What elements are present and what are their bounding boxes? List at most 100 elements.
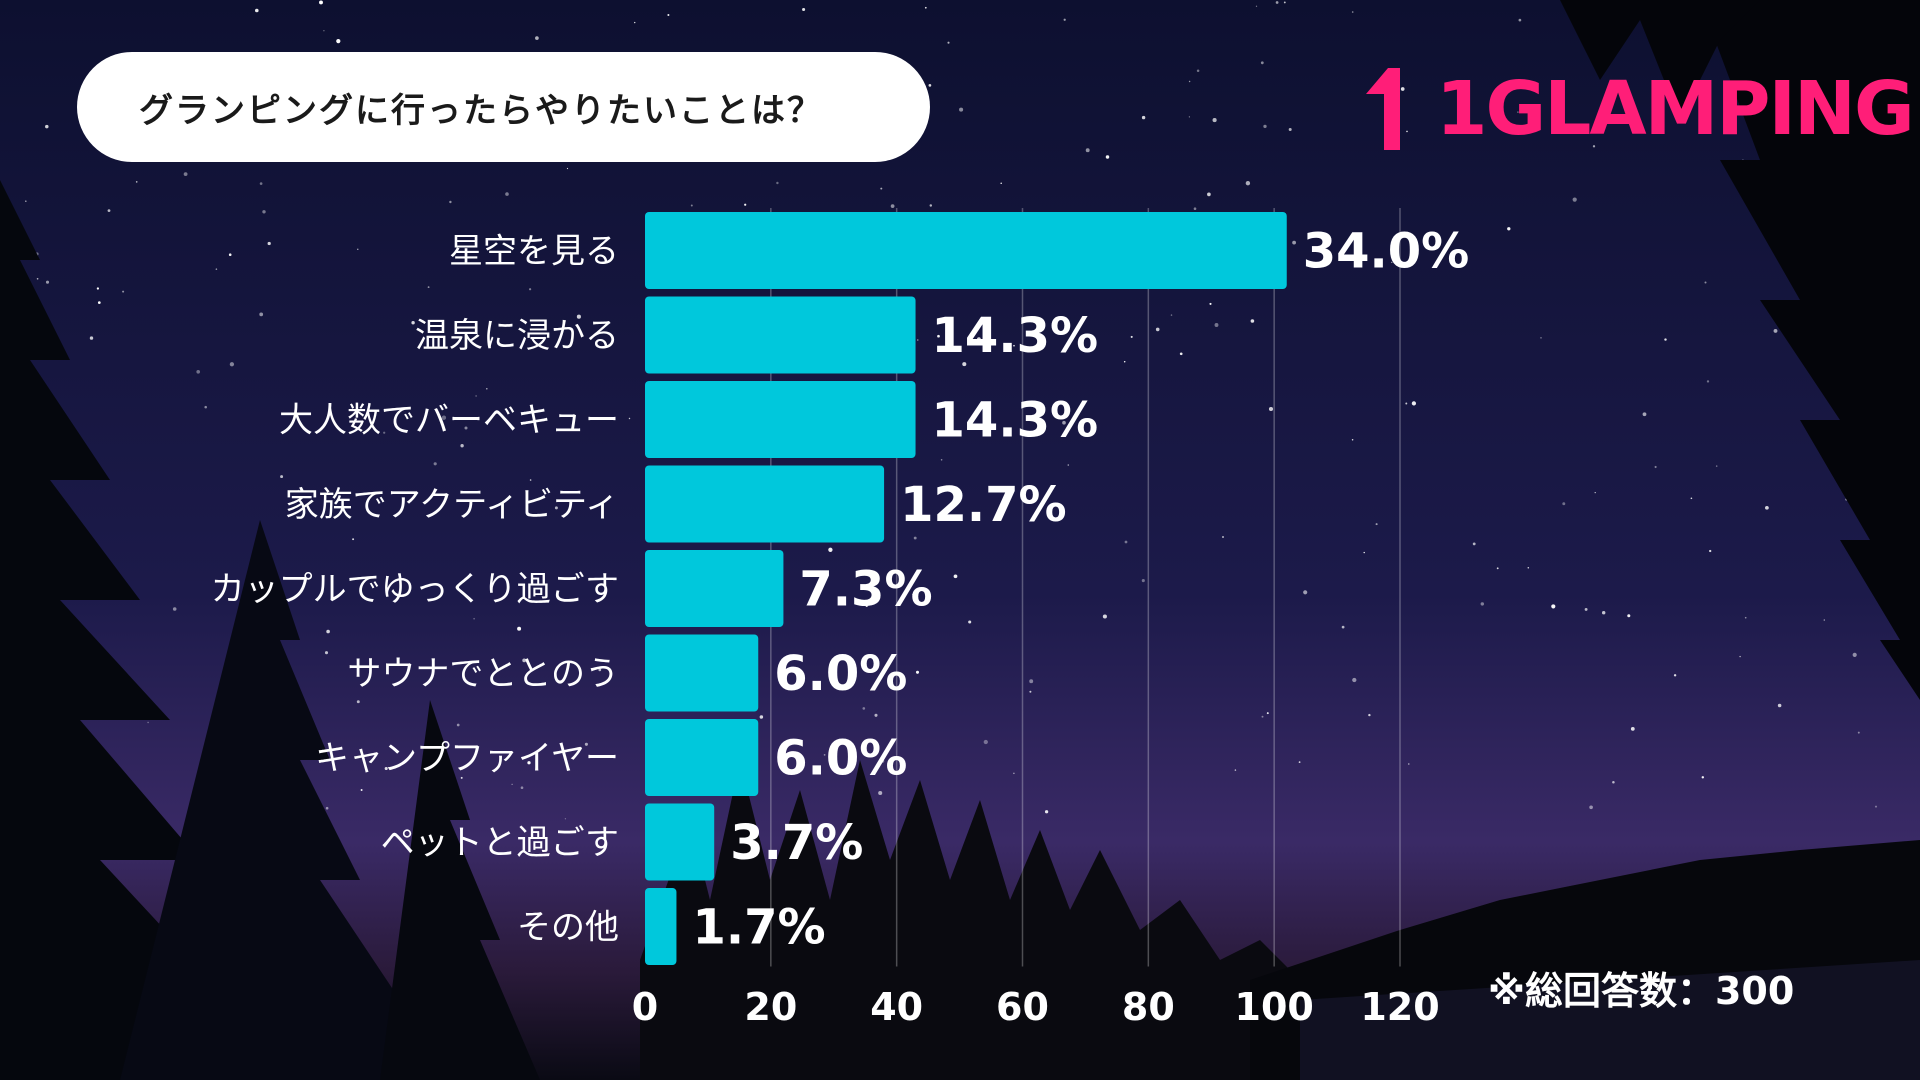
- star: [1102, 614, 1107, 619]
- star: [628, 417, 631, 420]
- star: [823, 754, 826, 756]
- star: [821, 572, 826, 577]
- star: [324, 651, 329, 655]
- x-tick-label: 20: [744, 985, 797, 1029]
- star: [828, 547, 833, 552]
- star: [97, 301, 101, 304]
- star: [1704, 281, 1707, 284]
- star: [959, 107, 964, 112]
- category-label: 家族でアクティビティ: [285, 485, 619, 525]
- star: [1130, 335, 1133, 338]
- star: [913, 536, 917, 540]
- star: [1823, 619, 1826, 621]
- star: [456, 723, 460, 727]
- star: [280, 475, 284, 479]
- star: [384, 766, 388, 771]
- star: [1690, 497, 1693, 500]
- star: [1188, 80, 1191, 83]
- star: [433, 462, 437, 466]
- star: [1062, 420, 1066, 425]
- star: [1857, 731, 1860, 734]
- value-labels: 34.0% 14.3% 14.3% 12.7% 7.3% 6.0% 6.0% 3.7% 1.7%: [692, 224, 1469, 956]
- category-label: カップルでゆっくり過ごす: [211, 570, 619, 610]
- star: [1263, 124, 1267, 129]
- star: [1773, 328, 1778, 333]
- star: [535, 36, 539, 40]
- star: [336, 39, 341, 44]
- star: [183, 172, 188, 176]
- star: [598, 668, 602, 672]
- star: [1188, 116, 1191, 118]
- star: [1690, 105, 1693, 107]
- star: [449, 200, 452, 204]
- star: [1874, 805, 1878, 808]
- star: [1739, 655, 1741, 658]
- star: [1352, 677, 1357, 683]
- x-axis-ticks: 0 20 40 60 80 100 120: [632, 985, 1440, 1029]
- bar: [645, 296, 916, 374]
- star: [1214, 323, 1219, 327]
- star: [1245, 181, 1251, 186]
- star: [325, 806, 329, 810]
- star: [1351, 11, 1354, 13]
- star: [1400, 87, 1405, 91]
- star: [1283, 1, 1286, 4]
- star: [1375, 523, 1378, 526]
- star: [1368, 713, 1371, 717]
- star: [1777, 703, 1782, 708]
- category-label: キャンプファイヤー: [315, 739, 619, 779]
- star: [1193, 207, 1197, 211]
- star: [1527, 567, 1530, 569]
- star: [1572, 197, 1577, 202]
- star: [1141, 115, 1146, 120]
- star: [924, 6, 927, 9]
- star: [1207, 192, 1211, 197]
- star: [667, 13, 670, 17]
- star: [1292, 240, 1296, 245]
- star: [360, 789, 363, 791]
- bar: [645, 550, 784, 627]
- star: [1141, 579, 1145, 583]
- star: [1222, 536, 1224, 538]
- star: [1351, 438, 1354, 441]
- total-responses: ※総回答数：300: [1488, 969, 1795, 1013]
- star: [204, 405, 207, 409]
- star: [1480, 602, 1485, 606]
- star: [1170, 314, 1173, 316]
- star: [937, 334, 940, 338]
- star: [915, 670, 920, 674]
- x-tick-label: 0: [632, 985, 658, 1029]
- star: [1642, 412, 1647, 417]
- star: [1255, 5, 1258, 7]
- star: [1406, 130, 1408, 133]
- star: [383, 431, 386, 434]
- star: [36, 277, 39, 280]
- value-label: 12.7%: [900, 477, 1067, 533]
- category-label: その他: [517, 908, 619, 948]
- category-label: 星空を見る: [449, 232, 619, 272]
- value-label: 34.0%: [1303, 224, 1470, 280]
- brand-logo-text: 1GLAMPING: [1436, 66, 1915, 152]
- x-tick-label: 80: [1122, 985, 1175, 1029]
- category-label: 温泉に浸かる: [415, 316, 619, 356]
- star: [962, 362, 967, 367]
- star: [1123, 360, 1126, 363]
- star: [947, 41, 950, 44]
- star: [215, 268, 218, 270]
- star: [983, 739, 988, 745]
- star: [1709, 549, 1712, 553]
- star: [1067, 464, 1070, 466]
- star: [1209, 302, 1212, 305]
- star: [520, 786, 524, 790]
- x-tick-label: 40: [870, 985, 923, 1029]
- value-label: 3.7%: [730, 815, 863, 871]
- chart-title: グランピングに行ったらやりたいことは？: [77, 52, 930, 162]
- star: [1000, 182, 1002, 185]
- star: [865, 604, 868, 608]
- star: [297, 489, 300, 492]
- star: [1234, 769, 1237, 771]
- value-label: 1.7%: [692, 900, 825, 956]
- star: [1155, 327, 1160, 332]
- x-tick-label: 100: [1235, 985, 1314, 1029]
